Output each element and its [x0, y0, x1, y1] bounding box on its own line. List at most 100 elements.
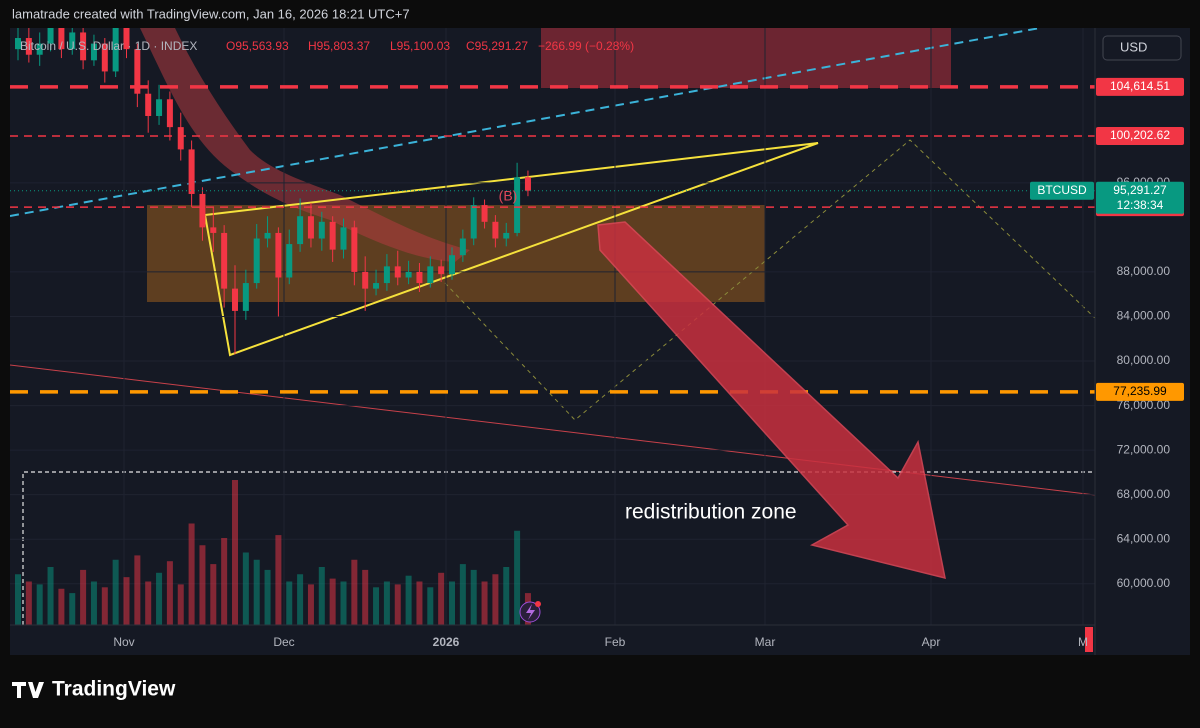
currency: USD [1120, 39, 1147, 54]
ma-ribbon [140, 28, 470, 262]
candle-body [156, 99, 163, 116]
x-tick-label: Dec [273, 635, 294, 649]
y-tick-label: 60,000.00 [1117, 576, 1171, 590]
candle-body [459, 238, 466, 256]
x-tick-label: Nov [113, 635, 134, 649]
candle-body [449, 255, 455, 275]
volume-bar [481, 581, 488, 625]
price-label: 95,291.27 [1113, 183, 1167, 197]
candle-body [438, 266, 445, 275]
volume-bar [351, 559, 358, 625]
candle-body [307, 216, 314, 239]
candle-body [58, 28, 65, 50]
zone-box [22, 471, 1095, 625]
y-tick-label: 88,000.00 [1117, 264, 1171, 278]
candle-body [275, 232, 282, 278]
logo-mark [12, 682, 44, 698]
volume-bar [503, 567, 510, 625]
volume-bar [177, 584, 184, 625]
wedge [203, 142, 819, 357]
price-label-box [1096, 181, 1184, 214]
candle-body [297, 216, 304, 245]
candle-body [351, 227, 358, 272]
candle-body [383, 266, 390, 284]
volume-bar [383, 581, 390, 625]
volume-bar [36, 584, 43, 625]
trend-line [10, 28, 1041, 217]
candle-body [329, 221, 336, 250]
volume-bar [362, 569, 369, 625]
volume-bar [101, 587, 108, 625]
volume-bar [514, 530, 521, 625]
volume-bar [90, 581, 97, 625]
ohlc-value: −266.99 (−0.28%) [538, 39, 634, 53]
logo: TradingView [12, 678, 176, 701]
volume-bar [373, 587, 380, 625]
candle-body [36, 43, 43, 55]
alert-dot [535, 601, 541, 607]
volume-bar [188, 523, 195, 625]
y-tick-label: 64,000.00 [1117, 531, 1171, 545]
x-tick-label: Mar [755, 635, 776, 649]
chart-panel [10, 28, 1190, 655]
volume-bar [123, 577, 130, 625]
volume-bar [449, 581, 455, 625]
y-tick-label: 72,000.00 [1117, 442, 1171, 456]
alert-icon [526, 604, 535, 620]
volume-bar [340, 581, 347, 625]
ohlc-value: L95,100.03 [390, 39, 450, 53]
candle-body [253, 238, 260, 284]
volume-bar [286, 581, 293, 625]
candle-body [101, 43, 108, 72]
candle-body [145, 93, 152, 116]
symbol-label: BTCUSD [1037, 183, 1087, 197]
volume-bar [264, 569, 271, 625]
time-marker [1085, 627, 1093, 652]
candle-body [373, 283, 380, 289]
candle-body [503, 232, 510, 239]
candle-body [492, 221, 499, 239]
volume-bar [210, 564, 217, 625]
volume-bar [15, 574, 21, 625]
candle-body [394, 266, 401, 278]
candle-body [286, 244, 293, 278]
down-arrow [597, 221, 946, 580]
volume-bar [47, 567, 54, 625]
volume-bar [112, 559, 119, 625]
volume-bar [416, 581, 423, 625]
volume-bar [25, 581, 32, 625]
countdown: 12:38:34 [1117, 198, 1164, 212]
wave-label: (B) [499, 188, 518, 204]
y-tick-label: 76,000.00 [1117, 398, 1171, 412]
candle-body [177, 127, 184, 150]
credit: lamatrade created with TradingView.com, … [12, 6, 410, 21]
volume-bar [232, 480, 238, 625]
volume-bar [145, 581, 152, 625]
volume-bar [58, 588, 65, 625]
ohlc-value: C95,291.27 [466, 39, 528, 53]
x-tick-label: Apr [922, 635, 941, 649]
volume-bar [199, 545, 206, 625]
candle-body [481, 205, 488, 222]
y-tick-label: 80,000.00 [1117, 353, 1171, 367]
candle-body [69, 32, 76, 50]
volume-bar [459, 564, 466, 625]
volume-bar [275, 535, 282, 625]
x-tick-label: M [1078, 635, 1088, 649]
candle-body [90, 43, 97, 61]
candle-body [514, 177, 521, 233]
candle-body [25, 38, 32, 55]
candle-body [134, 49, 141, 94]
candle-body [112, 28, 119, 72]
volume-bar [470, 569, 477, 625]
plot-area [10, 28, 1095, 625]
volume-bar [329, 578, 336, 625]
candle-body [427, 266, 434, 284]
candle-body [15, 38, 21, 50]
candle-body [340, 227, 347, 250]
currency-button[interactable] [1102, 35, 1182, 61]
volume-bar [492, 574, 499, 625]
candle-body [221, 232, 228, 289]
x-tick-label: 2026 [433, 635, 460, 649]
candle-body [166, 99, 173, 128]
